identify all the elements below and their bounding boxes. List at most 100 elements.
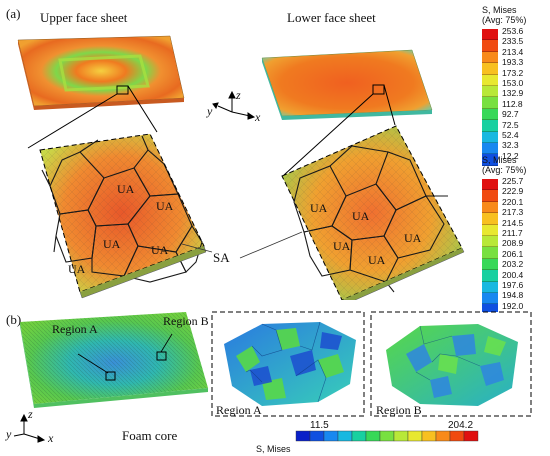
- legend-colour-cell: [482, 201, 498, 214]
- upper-face-sheet: [17, 35, 185, 110]
- region-a-label: Region A: [52, 322, 98, 336]
- legend-value: 233.5: [502, 36, 524, 47]
- colour-bar-cell: [463, 430, 479, 442]
- legend-colour-cell: [482, 51, 498, 64]
- sa-leader-lines: [181, 231, 303, 259]
- legend-value: 211.7: [502, 228, 523, 239]
- lower-zoom-box: [372, 84, 385, 95]
- region-a-box: [105, 371, 116, 381]
- region-a-detail: [211, 311, 365, 417]
- legend-value: 220.1: [502, 196, 524, 207]
- legend-value: 200.4: [502, 269, 524, 280]
- panel-b-figure: [13, 311, 532, 443]
- ua-label: UA: [68, 262, 86, 276]
- legend-colour-cell: [482, 258, 498, 271]
- legend-value: 194.8: [502, 290, 524, 301]
- legend-colour-cell: [482, 74, 498, 86]
- colour-bar-min: 11.5: [310, 420, 329, 431]
- colour-bar-cell: [337, 430, 353, 442]
- legend-colour-cell: [482, 97, 498, 109]
- region-b-detail: [370, 311, 532, 417]
- colour-bar-cell: [295, 430, 311, 442]
- colour-bar-title: S, Mises: [256, 444, 291, 454]
- legend-colour-cell: [482, 154, 498, 166]
- region-b-detail-label: Region B: [376, 403, 422, 417]
- legend-value: 203.2: [502, 259, 524, 270]
- ua-label: UA: [352, 209, 370, 223]
- colour-bar: [295, 430, 479, 442]
- legend-value: 214.5: [502, 217, 524, 228]
- panel-b-label: (b): [6, 312, 22, 327]
- legend-value: 52.4: [502, 130, 519, 141]
- legend-colour-cell: [482, 120, 498, 132]
- panel-a-figure: [17, 35, 465, 300]
- legend-value: 213.4: [502, 46, 524, 57]
- legend-colour-cell: [482, 281, 498, 293]
- legend-colour-cell: [482, 224, 498, 236]
- legend-colour-cell: [482, 270, 498, 282]
- colour-bar-cell: [421, 430, 437, 442]
- ua-label: UA: [151, 243, 169, 257]
- ua-label: UA: [368, 253, 386, 267]
- axis-label-y: y: [6, 427, 12, 441]
- ua-label: UA: [333, 239, 351, 253]
- legend-colour-cell: [482, 29, 498, 41]
- colour-bar-cell: [351, 430, 367, 442]
- ua-label: UA: [103, 237, 121, 251]
- upper-zoom-box: [116, 85, 129, 95]
- upper-face-label: Upper face sheet: [40, 10, 128, 25]
- colour-bar-cell: [379, 430, 395, 442]
- colour-bar-cell: [323, 430, 339, 442]
- lower-face-label: Lower face sheet: [287, 10, 376, 25]
- axis-label-x: x: [48, 431, 54, 445]
- ua-label: UA: [404, 231, 422, 245]
- legend-value: 72.5: [502, 119, 519, 130]
- legend-colour-cell: [482, 179, 498, 191]
- legend-value: 32.3: [502, 140, 519, 151]
- colour-bar-max: 204.2: [448, 420, 474, 431]
- sa-label: SA: [213, 250, 230, 265]
- legend-colour-cell: [482, 247, 498, 259]
- colour-bar-cell: [449, 430, 465, 442]
- legend-colour-cell: [482, 40, 498, 52]
- ua-label: UA: [117, 182, 135, 196]
- axis-label-x: x: [255, 110, 261, 124]
- colour-bar-cell: [365, 430, 381, 442]
- foam-core-plate: [20, 312, 208, 408]
- legend-value: 206.1: [502, 248, 524, 259]
- legend-value: 197.6: [502, 280, 524, 291]
- lower-face-sheet: [261, 49, 433, 120]
- axis-triad-b: [13, 413, 46, 443]
- legend-top: S, Mises (Avg: 75%) 253.6 233.5 213.4 193.3…: [474, 2, 550, 166]
- axis-triad-a: [212, 90, 256, 120]
- legend-colour-cell: [482, 85, 498, 98]
- legend-colour-cell: [482, 108, 498, 121]
- region-a-detail-label: Region A: [216, 403, 262, 417]
- legend-value: 173.2: [502, 67, 524, 78]
- legend-value: 208.9: [502, 238, 524, 249]
- region-b-label: Region B: [163, 314, 209, 328]
- foam-core-label: Foam core: [122, 428, 178, 443]
- axis-label-y: y: [207, 104, 213, 118]
- legend-value: 92.7: [502, 109, 519, 120]
- legend-value: 217.3: [502, 207, 524, 218]
- colour-bar-cell: [435, 430, 451, 442]
- legend-colour-cell: [482, 190, 498, 202]
- lower-zoom-detail: [281, 125, 465, 300]
- legend-value: 192.0: [502, 300, 524, 311]
- axis-label-z: z: [236, 88, 241, 102]
- legend-value: 132.9: [502, 88, 524, 99]
- legend-value: 253.6: [502, 26, 524, 36]
- legend-top-title: S, Mises (Avg: 75%): [482, 5, 527, 25]
- zoom-lines: [27, 84, 396, 176]
- legend-value: 222.9: [502, 186, 524, 197]
- legend-value: 153.0: [502, 78, 524, 89]
- legend-colour-cell: [482, 292, 498, 305]
- legend-value: 193.3: [502, 57, 524, 68]
- legend-colour-cell: [482, 131, 498, 143]
- legend-colour-cell: [482, 213, 498, 225]
- legend-bottom: S, Mises (Avg: 75%) 225.7 222.9 220.1 217.3…: [474, 152, 550, 316]
- colour-bar-cell: [407, 430, 423, 442]
- legend-bottom-title: S, Mises (Avg: 75%): [482, 155, 527, 175]
- legend-colour-cell: [482, 235, 498, 248]
